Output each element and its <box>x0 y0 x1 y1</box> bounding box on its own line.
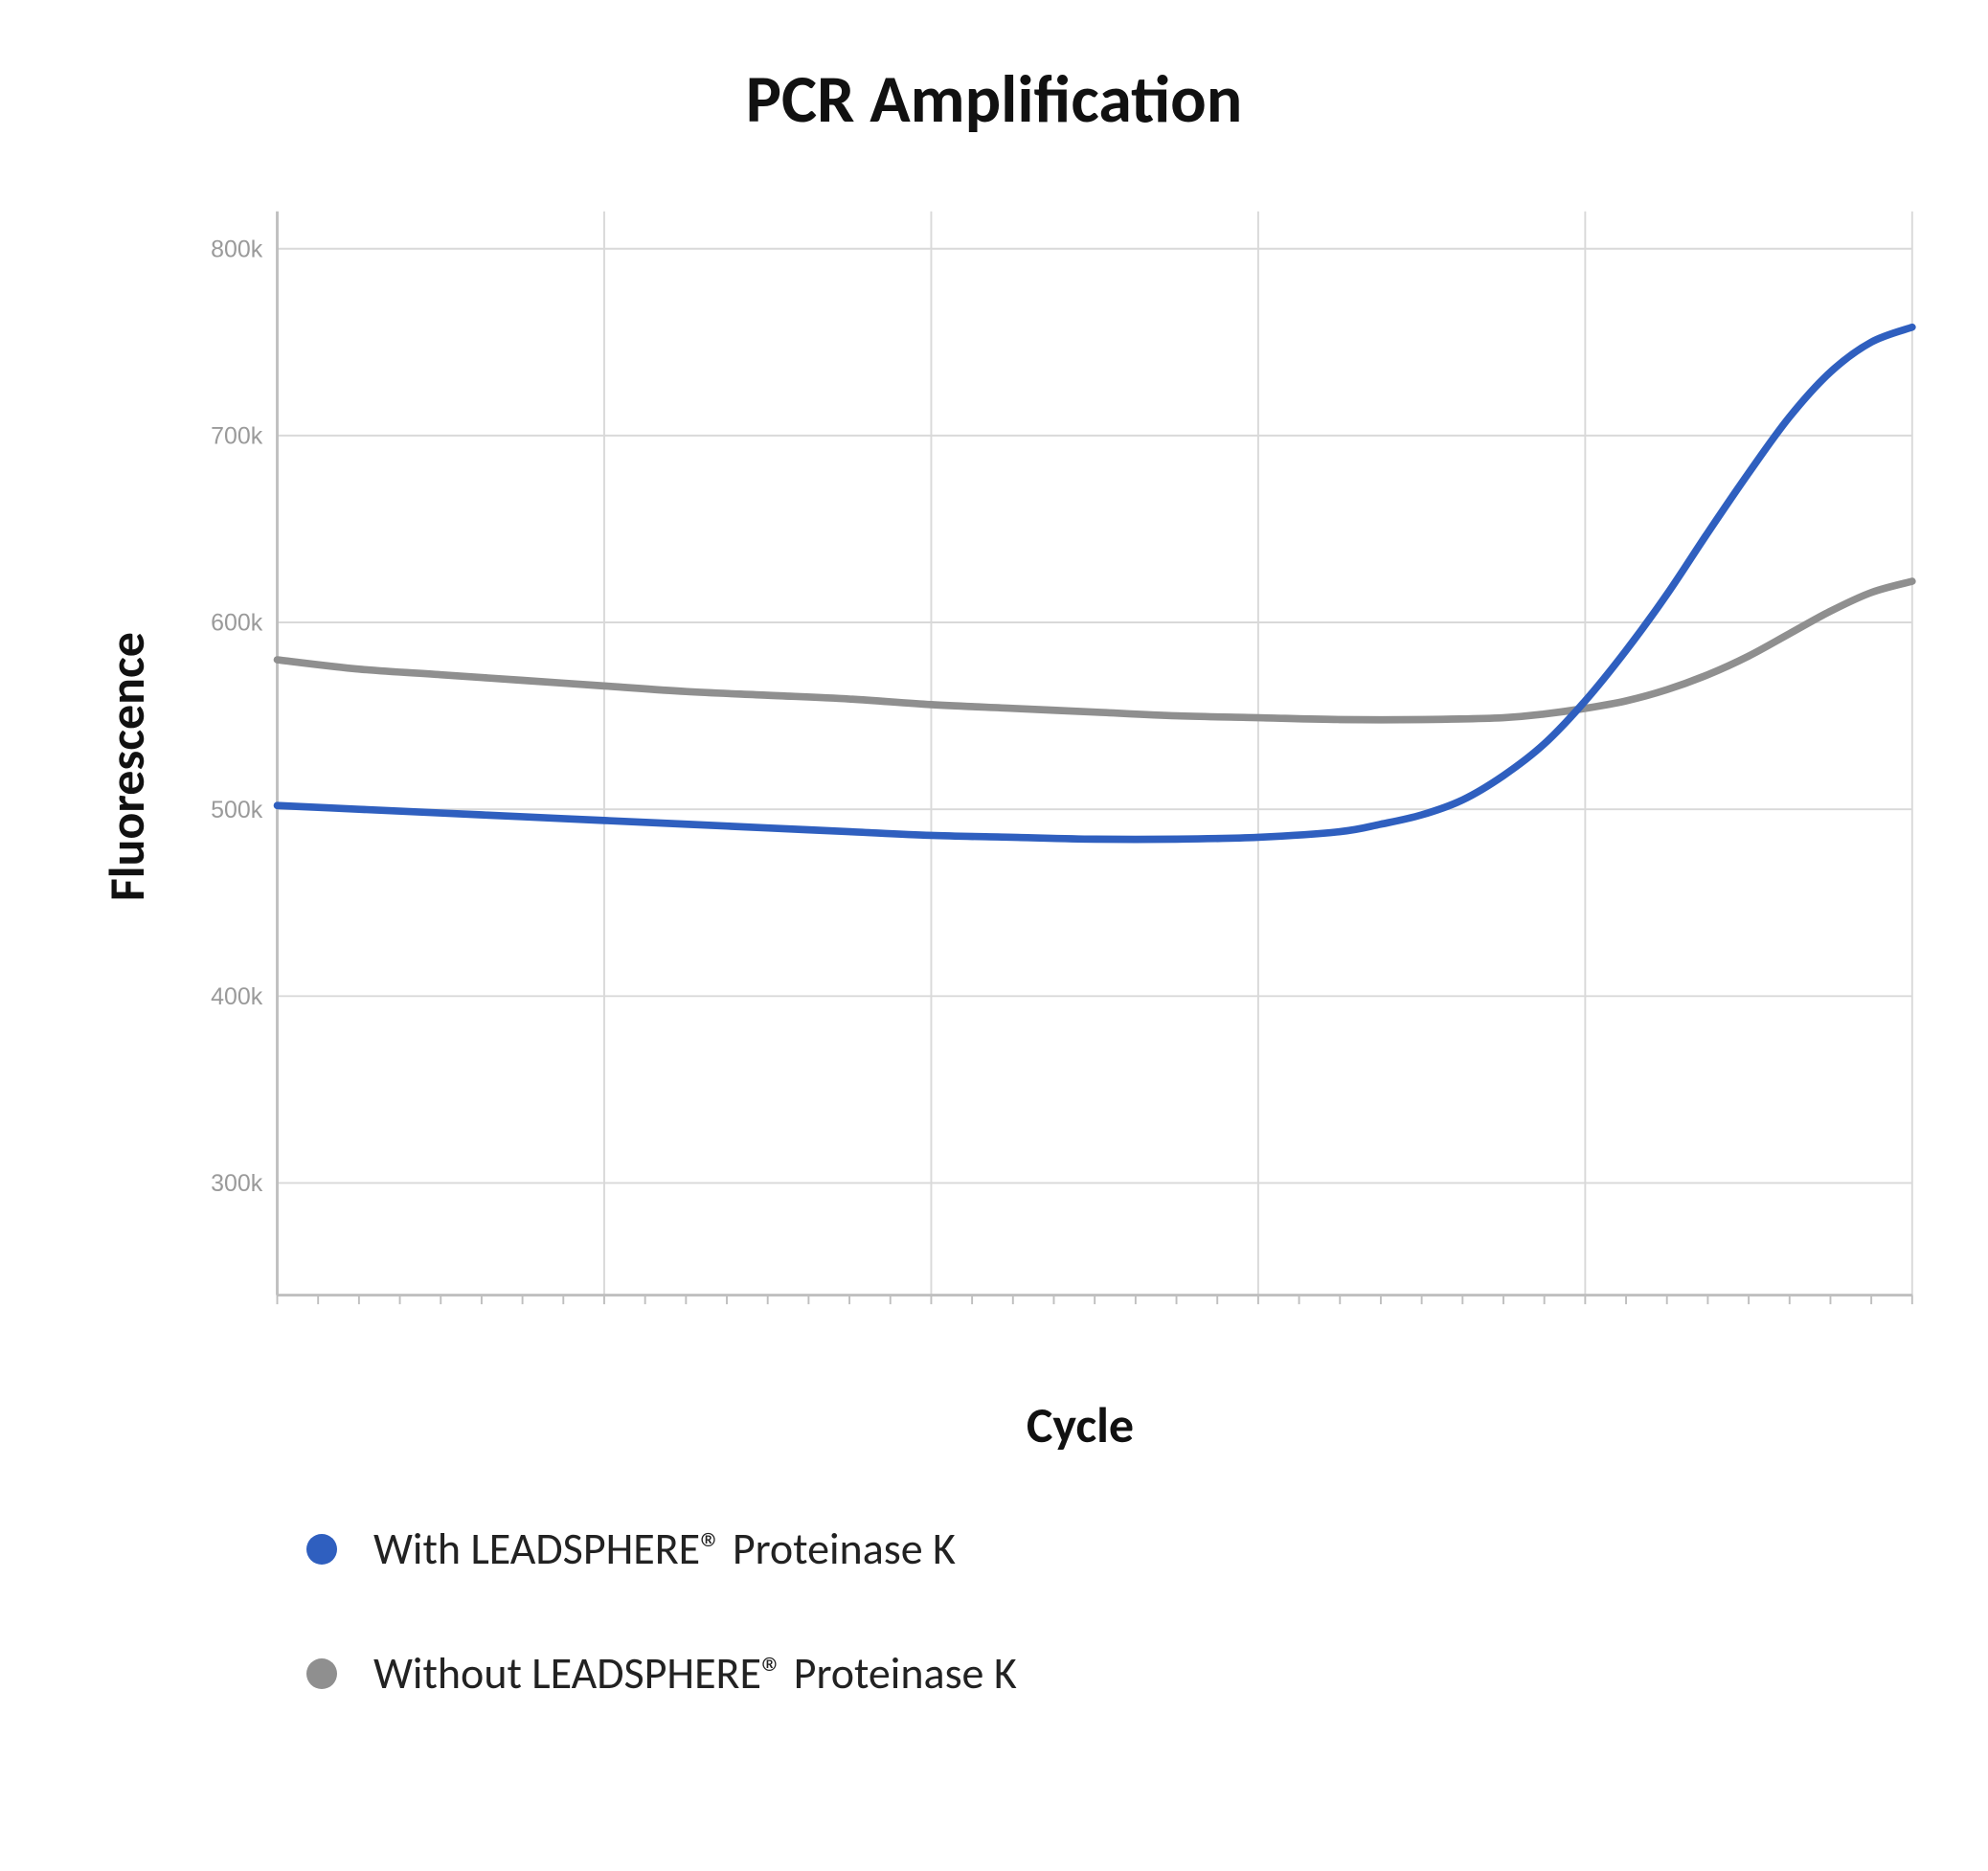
y-axis-label: Fluorescence <box>96 632 157 901</box>
legend-label: With LEADSPHERE® Proteinase K <box>373 1522 956 1576</box>
legend-item-without: Without LEADSPHERE® Proteinase K <box>306 1647 1931 1701</box>
legend-dot-icon <box>306 1534 337 1565</box>
svg-text:800k: 800k <box>211 236 263 262</box>
chart-row: Fluorescence 300k 400k 500k 600k 700k 800k <box>96 169 1931 1365</box>
svg-text:300k: 300k <box>211 1170 263 1197</box>
legend-item-with: With LEADSPHERE® Proteinase K <box>306 1522 1931 1576</box>
x-axis-label: Cycle <box>230 1394 1931 1455</box>
chart-title: PCR Amplification <box>57 57 1931 140</box>
legend: With LEADSPHERE® Proteinase K Without LE… <box>306 1522 1931 1701</box>
svg-text:600k: 600k <box>211 610 263 637</box>
page: PCR Amplification Fluorescence 300k 400k 5… <box>0 0 1988 1871</box>
svg-text:500k: 500k <box>211 797 263 823</box>
legend-dot-icon <box>306 1658 337 1689</box>
pcr-amplification-chart: 300k 400k 500k 600k 700k 800k <box>176 169 1931 1365</box>
legend-label: Without LEADSPHERE® Proteinase K <box>373 1647 1017 1701</box>
svg-text:400k: 400k <box>211 983 263 1010</box>
svg-text:700k: 700k <box>211 423 263 450</box>
